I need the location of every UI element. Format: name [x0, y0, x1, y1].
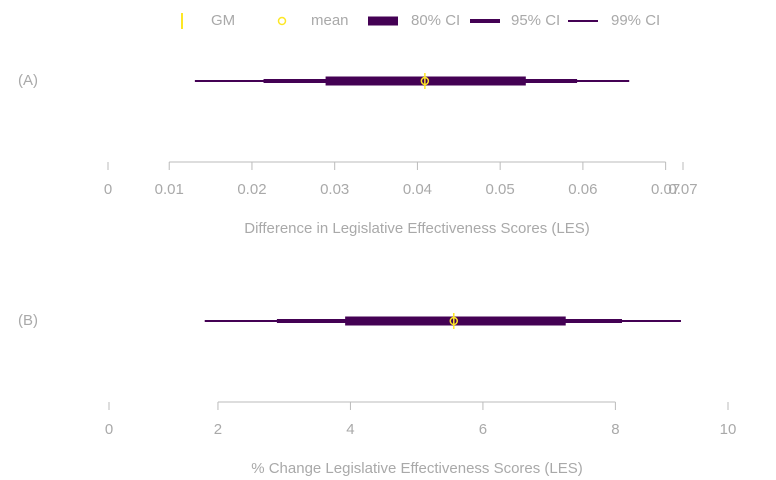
- x-tick-label: 0: [104, 181, 112, 198]
- mean-marker: [449, 316, 459, 326]
- x-tick-label: 0: [105, 421, 113, 438]
- x-tick-label: 0.07: [651, 181, 680, 198]
- x-tick-label: 4: [346, 421, 354, 438]
- panel-label: (B): [18, 312, 38, 329]
- x-tick-label: 0.05: [486, 181, 515, 198]
- legend-swatch: [277, 16, 287, 26]
- legend-label: GM: [211, 12, 235, 29]
- legend-label: 80% CI: [411, 12, 460, 29]
- x-tick-label: 0.02: [237, 181, 266, 198]
- x-tick-label: 6: [479, 421, 487, 438]
- x-tick-label: 0.04: [403, 181, 432, 198]
- x-tick-label: 2: [214, 421, 222, 438]
- x-tick-label: 10: [720, 421, 737, 438]
- legend-label: 99% CI: [611, 12, 660, 29]
- panel-label: (A): [18, 72, 38, 89]
- x-tick-label: 0.01: [155, 181, 184, 198]
- x-tick-label: 0.07: [668, 181, 697, 198]
- legend-label: 95% CI: [511, 12, 560, 29]
- x-tick-label: 0.03: [320, 181, 349, 198]
- x-tick-label: 8: [611, 421, 619, 438]
- legend-label: mean: [311, 12, 349, 29]
- x-axis-title: % Change Legislative Effectiveness Score…: [251, 460, 583, 477]
- x-axis-title: Difference in Legislative Effectiveness …: [244, 220, 589, 237]
- x-tick-label: 0.06: [568, 181, 597, 198]
- mean-marker: [420, 76, 430, 86]
